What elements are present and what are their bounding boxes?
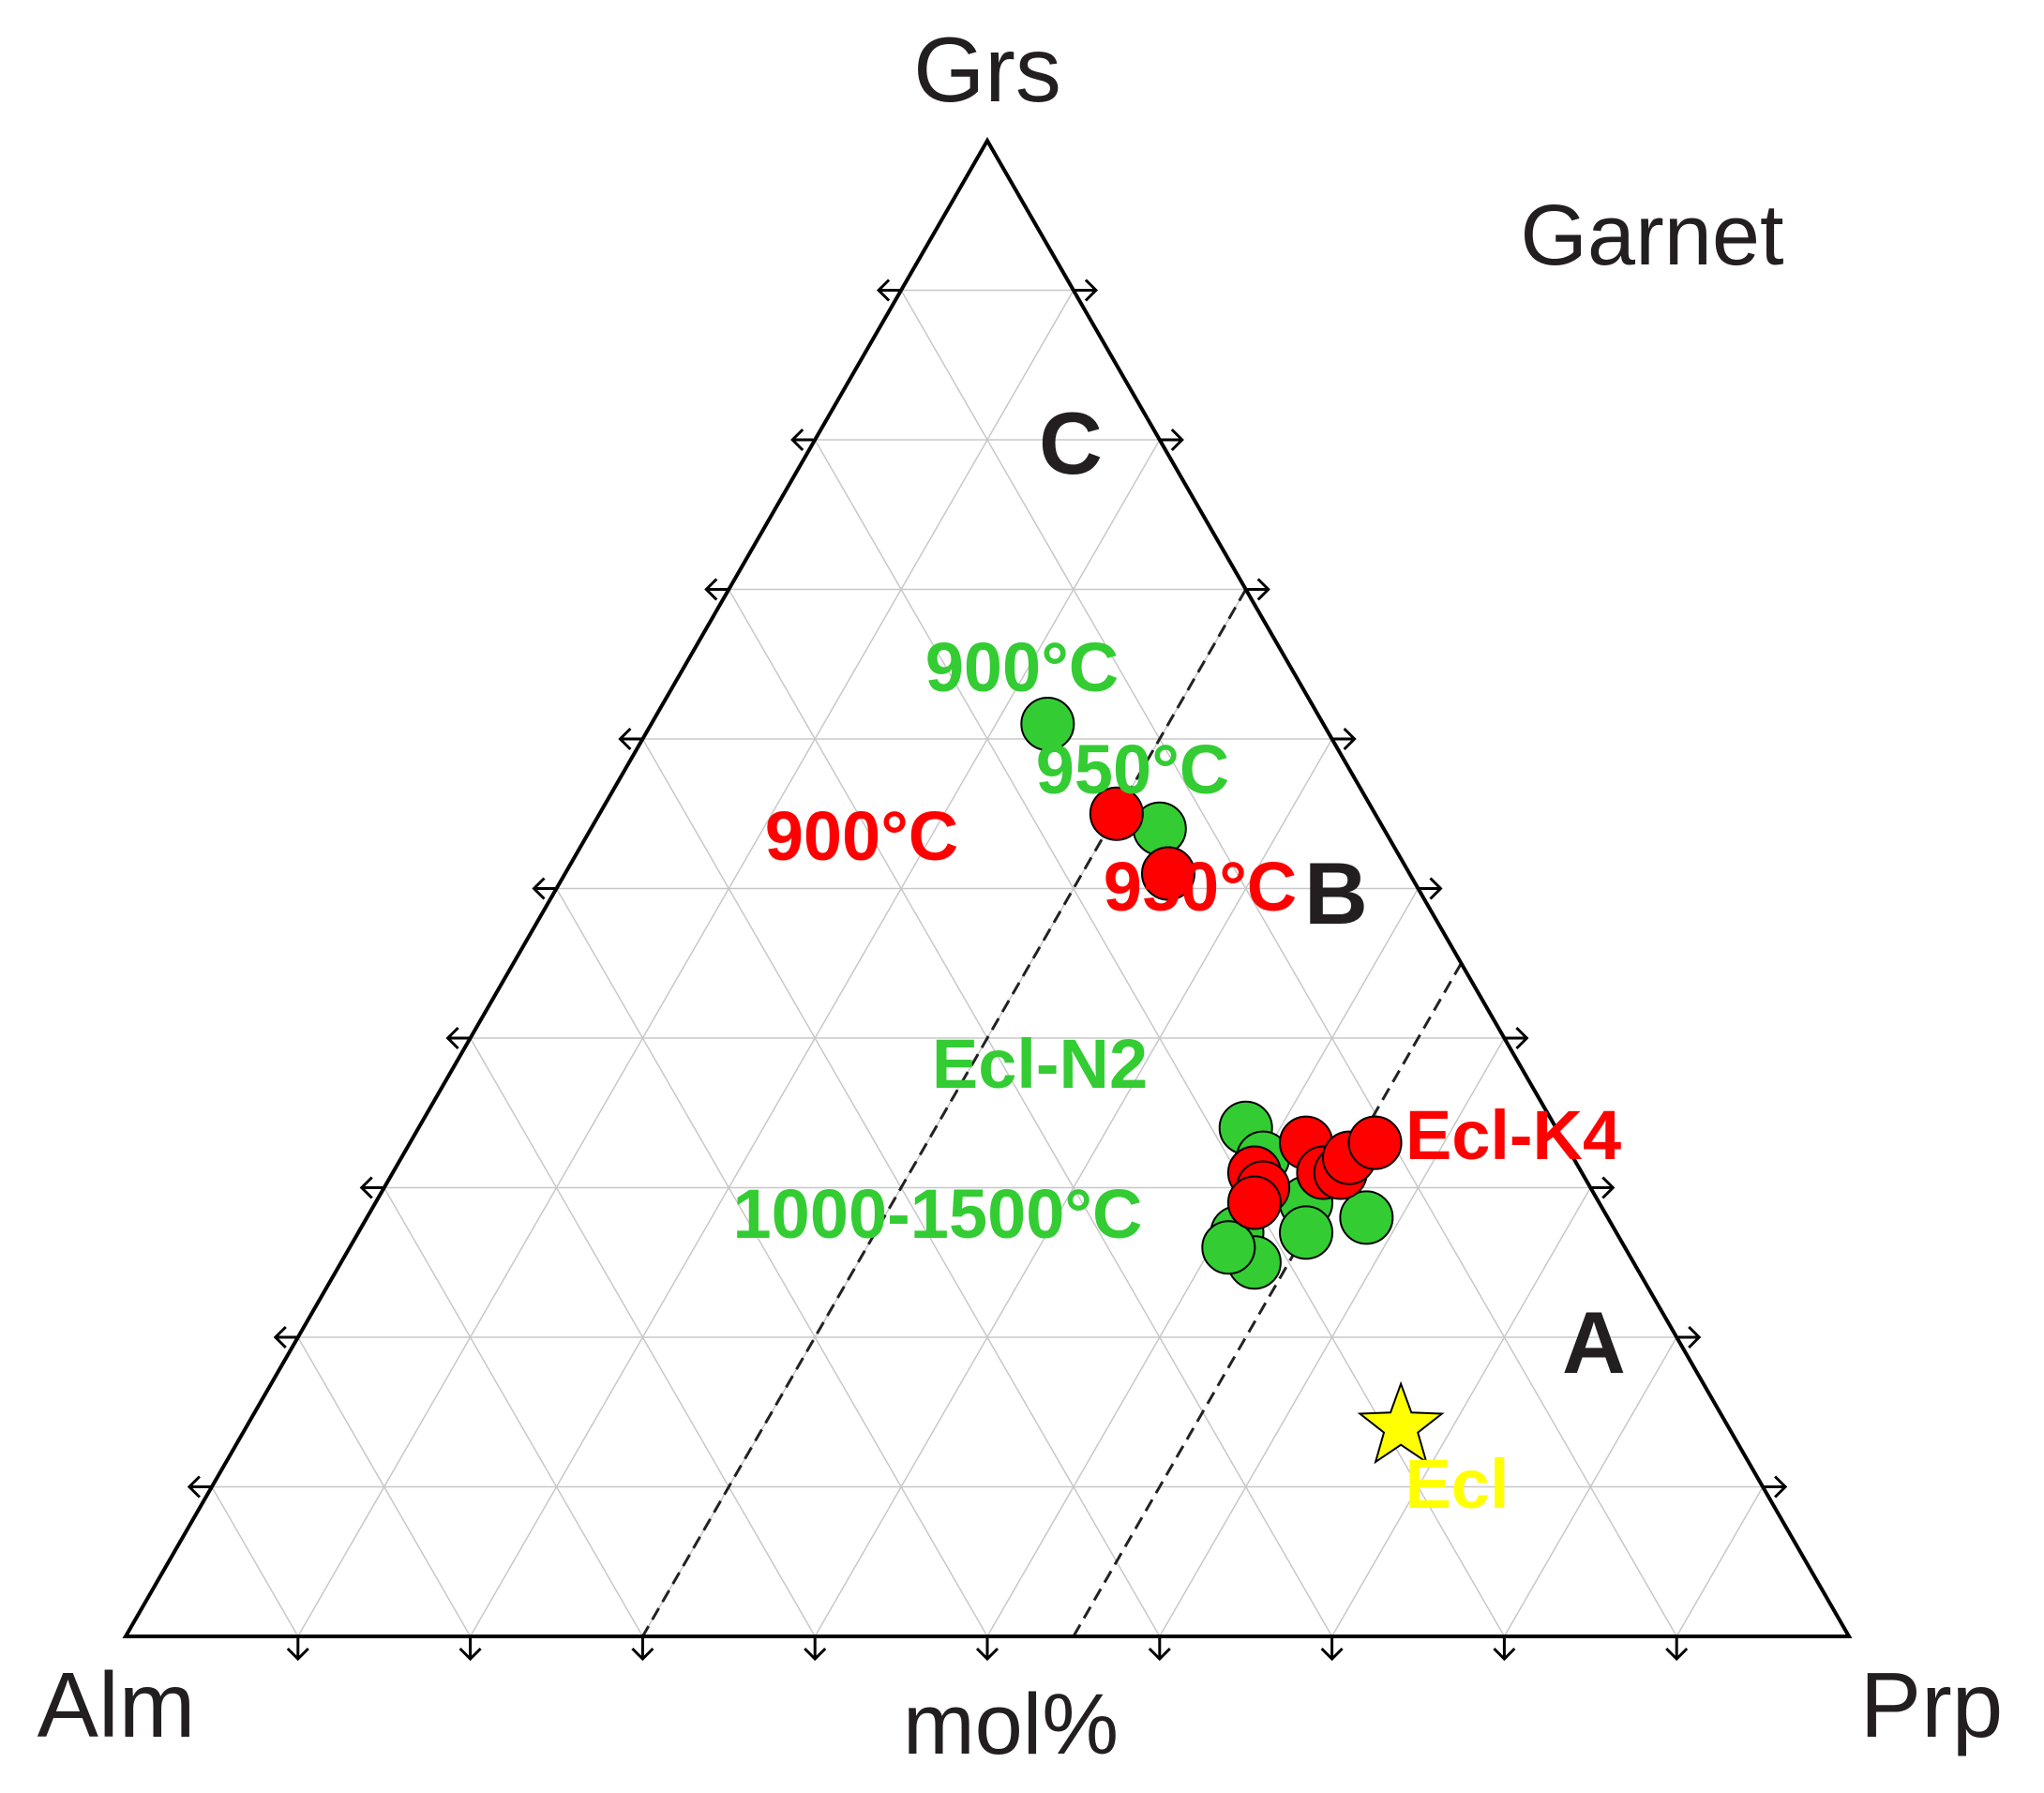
axis-ticks — [187, 279, 1788, 1662]
field-label-b: B — [1304, 844, 1368, 942]
tick-left-barb — [790, 428, 804, 452]
data-points — [1020, 697, 1445, 1465]
field-label-a: A — [1562, 1293, 1626, 1392]
tick-bottom-barb — [1493, 1647, 1516, 1662]
grid-line-prp — [1159, 1037, 1506, 1637]
data-point-0-5 — [1279, 1205, 1334, 1260]
grid-line-alm — [469, 1037, 816, 1637]
data-point-0-6 — [1339, 1190, 1394, 1245]
apex-label-grs: Grs — [913, 18, 1061, 121]
apex-label-prp: Prp — [1860, 1653, 2004, 1756]
grid-lines — [211, 289, 1764, 1637]
tick-right-barb — [1688, 1325, 1702, 1349]
annotation-ecl-k4: Ecl-K4 — [1405, 1096, 1621, 1174]
tick-left-barb — [618, 727, 632, 751]
grid-line-alm — [211, 1486, 299, 1637]
tick-bottom-barb — [631, 1647, 654, 1662]
data-point-1-1 — [1140, 846, 1195, 901]
grid-line-alm — [297, 1336, 472, 1637]
tick-left-barb — [359, 1176, 373, 1199]
tick-right-barb — [1256, 578, 1270, 601]
grid-line-prp — [1676, 1486, 1764, 1637]
field-boundaries — [641, 588, 1463, 1637]
tick-right-barb — [1343, 727, 1357, 751]
data-point-1-5 — [1226, 1175, 1282, 1230]
grid-line-prp — [1330, 1187, 1591, 1637]
annotation-green-950: 950°C — [1036, 731, 1230, 808]
field-label-c: C — [1039, 394, 1103, 492]
field-boundary-1 — [1072, 962, 1463, 1637]
tick-right-barb — [1515, 1026, 1529, 1050]
grid-line-prp — [297, 290, 1075, 1637]
data-point-0-9 — [1201, 1220, 1256, 1275]
tick-right-barb — [1429, 877, 1443, 900]
tick-bottom-barb — [804, 1647, 827, 1662]
tick-bottom-barb — [1148, 1647, 1171, 1662]
annotation-green-900: 900°C — [925, 628, 1120, 706]
tick-left-barb — [532, 877, 546, 900]
grid-line-prp — [986, 888, 1420, 1637]
tick-bottom-barb — [975, 1647, 999, 1662]
chart-title: Garnet — [1520, 188, 1783, 283]
annotation-1000-1500: 1000-1500°C — [733, 1175, 1143, 1253]
apex-label-alm: Alm — [38, 1653, 196, 1756]
unit-label: mol% — [903, 1677, 1119, 1772]
tick-bottom-barb — [1320, 1647, 1344, 1662]
annotation-ecl-n2: Ecl-N2 — [932, 1025, 1148, 1103]
data-point-1-0 — [1089, 786, 1144, 841]
annotation-ecl: Ecl — [1405, 1445, 1509, 1523]
data-point-star — [1357, 1380, 1445, 1465]
data-point-1-9 — [1347, 1115, 1403, 1170]
tick-right-barb — [1601, 1176, 1616, 1199]
tick-right-barb — [1084, 279, 1099, 302]
tick-right-barb — [1774, 1475, 1788, 1499]
grid-line-prp — [1503, 1336, 1677, 1637]
tick-left-barb — [876, 279, 891, 302]
tick-left-barb — [445, 1026, 459, 1050]
grid-line-alm — [900, 290, 1677, 1637]
grid-line-alm — [728, 589, 1333, 1637]
tick-right-barb — [1170, 428, 1184, 452]
grid-line-alm — [555, 888, 988, 1637]
tick-left-barb — [704, 578, 718, 601]
annotation-red-950: 950°C — [1104, 848, 1298, 926]
tick-bottom-barb — [286, 1647, 309, 1662]
tick-left-barb — [187, 1475, 201, 1499]
annotation-red-900: 900°C — [765, 797, 959, 875]
data-point-0-0 — [1020, 697, 1075, 752]
tick-bottom-barb — [458, 1647, 482, 1662]
field-boundary-0 — [641, 588, 1247, 1637]
grid-line-alm — [383, 1187, 644, 1637]
tick-bottom-barb — [1665, 1647, 1689, 1662]
tick-left-barb — [273, 1325, 287, 1349]
